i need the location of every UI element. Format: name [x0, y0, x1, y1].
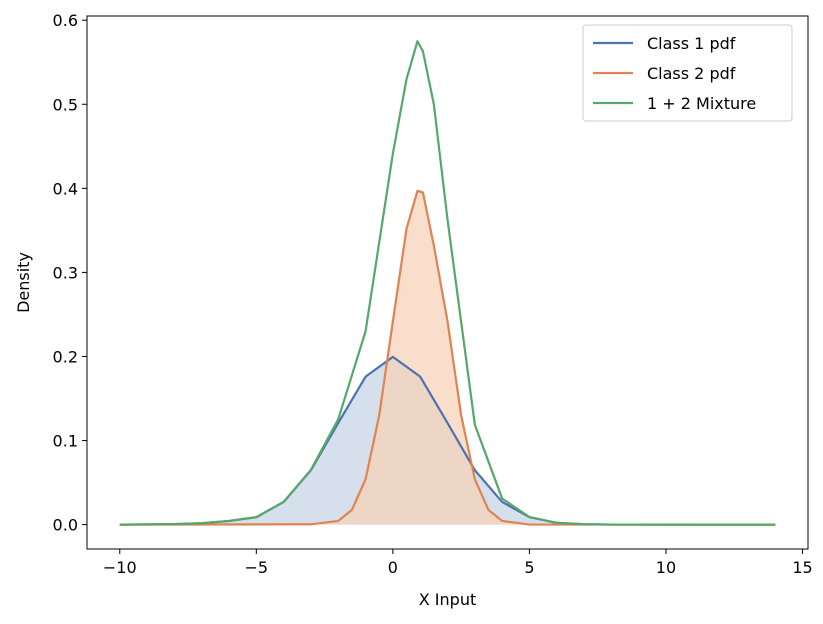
- x-tick-label: 0: [388, 558, 398, 577]
- legend: Class 1 pdf Class 2 pdf 1 + 2 Mixture: [582, 24, 793, 122]
- y-tick-label: 0.5: [53, 95, 78, 114]
- y-axis-label: Density: [14, 252, 33, 313]
- series-line-3: [119, 40, 776, 526]
- x-tick-label: 15: [792, 558, 812, 577]
- series-lines: [119, 40, 776, 526]
- y-axis-ticks: 0.0 0.1 0.2 0.3 0.4 0.5 0.6: [53, 11, 87, 535]
- y-tick-label: 0.3: [53, 263, 78, 282]
- legend-label: 1 + 2 Mixture: [647, 94, 756, 113]
- y-tick-label: 0.4: [53, 179, 78, 198]
- x-tick-label: 5: [524, 558, 534, 577]
- y-tick-label: 0.1: [53, 432, 78, 451]
- series-line-2: [119, 189, 776, 526]
- y-tick-label: 0.2: [53, 347, 78, 366]
- y-tick-label: 0.0: [53, 516, 78, 535]
- x-tick-label: −10: [103, 558, 137, 577]
- x-axis-label: X Input: [419, 590, 476, 609]
- x-tick-label: 10: [656, 558, 676, 577]
- legend-label: Class 1 pdf: [647, 34, 736, 53]
- x-tick-label: −5: [245, 558, 269, 577]
- series-fills: [119, 190, 776, 525]
- axes-frame: [86, 15, 809, 550]
- legend-label: Class 2 pdf: [647, 64, 736, 83]
- x-axis-ticks: −10 −5 0 5 10 15: [103, 549, 813, 577]
- series-fill-2: [119, 190, 776, 525]
- y-tick-label: 0.6: [53, 11, 78, 30]
- legend-box: [582, 24, 793, 122]
